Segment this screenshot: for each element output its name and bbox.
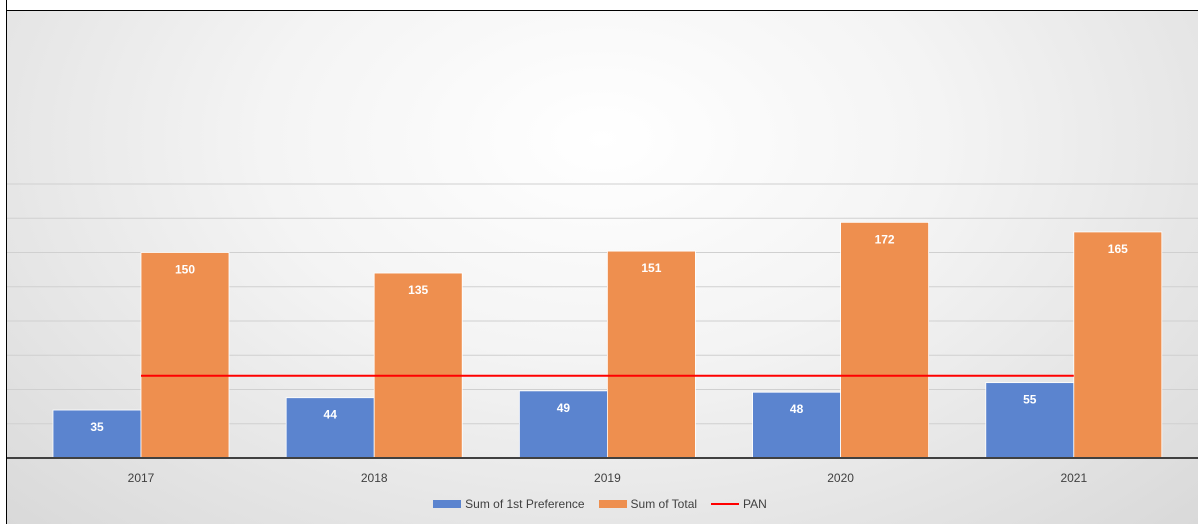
data-label-total-2018: 135 (408, 283, 428, 297)
data-label-total-2019: 151 (641, 261, 661, 275)
legend-entry-pan: PAN (711, 497, 767, 511)
data-label-first-preference-2020: 48 (790, 402, 804, 416)
bar-first-preference-2018 (285, 397, 375, 459)
legend-label-first-preference: Sum of 1st Preference (465, 497, 585, 511)
bar-total-2019 (607, 250, 696, 459)
data-label-total-2020: 172 (875, 232, 895, 246)
legend-label-pan: PAN (743, 497, 767, 511)
data-label-first-preference-2017: 35 (90, 420, 104, 434)
bar-total-2021 (1073, 231, 1163, 459)
legend-swatch-first-preference (433, 500, 462, 508)
data-label-total-2017: 150 (175, 263, 195, 277)
bar-first-preference-2019 (519, 390, 608, 459)
data-label-first-preference-2021: 55 (1023, 393, 1037, 407)
bar-total-2017 (140, 252, 230, 459)
x-tick-label-2017: 2017 (128, 471, 155, 485)
x-axis: 2017 2018 2019 2020 2021 (7, 457, 1198, 485)
x-tick-label-2021: 2021 (1060, 471, 1087, 485)
legend-entry-first-preference: Sum of 1st Preference (433, 497, 585, 511)
frame-edge (6, 0, 7, 10)
legend-label-total: Sum of Total (630, 497, 698, 511)
bar-first-preference-2021 (985, 382, 1075, 459)
bar-first-preference-2017 (52, 409, 142, 459)
data-label-total-2021: 165 (1108, 242, 1128, 256)
x-tick-label-2020: 2020 (827, 471, 854, 485)
legend-swatch-total (598, 500, 627, 508)
x-tick-label-2018: 2018 (361, 471, 388, 485)
bar-total-2020 (840, 221, 929, 459)
bar-first-preference-2020 (752, 391, 841, 459)
data-label-first-preference-2018: 44 (324, 408, 338, 422)
x-tick-label-2019: 2019 (594, 471, 621, 485)
bars (52, 221, 1163, 459)
bar-total-2018 (373, 272, 463, 459)
data-labels: 35 150 44 135 49 151 48 172 55 165 (90, 232, 1128, 434)
legend-entry-total: Sum of Total (598, 497, 698, 511)
data-label-first-preference-2019: 49 (557, 401, 571, 415)
legend: Sum of 1st Preference Sum of Total PAN (0, 497, 1200, 511)
legend-swatch-pan (711, 503, 740, 505)
